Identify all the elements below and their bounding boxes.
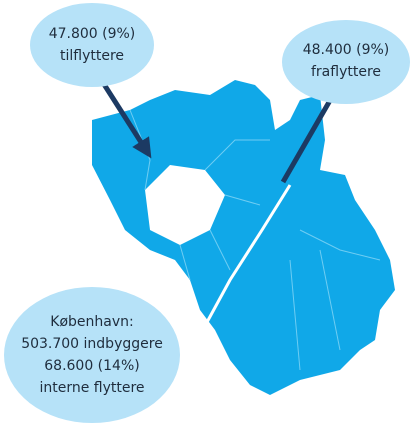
city-internal-label: interne flyttere xyxy=(39,380,144,396)
city-area xyxy=(92,80,395,395)
in-label: tilflyttere xyxy=(60,48,124,64)
city-population: 503.700 indbyggere xyxy=(21,336,163,352)
in-bubble: 47.800 (9%) tilflyttere xyxy=(30,3,154,87)
out-label: fraflyttere xyxy=(311,64,381,80)
bubble xyxy=(282,20,410,104)
city-internal: 68.600 (14%) xyxy=(44,358,139,374)
out-bubble: 48.400 (9%) fraflyttere xyxy=(282,20,410,104)
map xyxy=(92,80,395,395)
in-arrow xyxy=(97,76,152,159)
out-arrow xyxy=(280,81,341,184)
city-name: København: xyxy=(50,314,133,330)
district-borders xyxy=(129,109,381,371)
in-value: 47.800 (9%) xyxy=(49,26,136,42)
city-bubble: København: 503.700 indbyggere 68.600 (14… xyxy=(4,287,180,423)
bubble xyxy=(30,3,154,87)
out-value: 48.400 (9%) xyxy=(303,42,390,58)
bubble xyxy=(4,287,180,423)
harbour xyxy=(198,184,292,336)
